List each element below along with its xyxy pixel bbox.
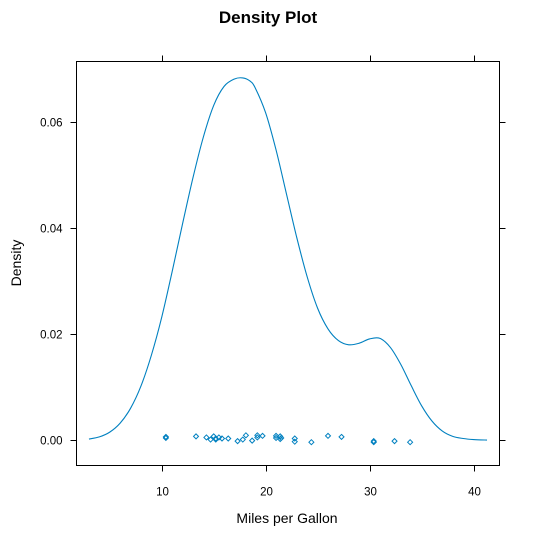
x-axis-label: Miles per Gallon [236,510,337,526]
tick-labels: 10 20 30 40 0.00 0.02 0.04 0.06 [40,118,481,499]
rug-point [207,436,214,443]
rug-point [406,438,414,446]
x-tick-label: 20 [260,487,273,499]
y-tick-label: 0.04 [40,224,63,236]
y-tick-label: 0.00 [40,436,62,448]
rug-point [370,438,377,446]
tick-marks [70,55,506,472]
rug-point [370,437,377,445]
rug-point [259,432,266,440]
rug-point [162,433,170,441]
x-tick-label: 30 [364,487,377,499]
x-tick-label: 40 [468,487,481,499]
rug-point [192,433,200,440]
rug-point [291,438,298,445]
rug-point [291,435,298,442]
rug-point [254,432,261,439]
y-tick-label: 0.06 [40,118,62,130]
rug-point [324,432,332,440]
rug-point [242,432,250,439]
rug-point [218,435,226,442]
rug-point [203,434,210,441]
rug-points [162,432,414,446]
rug-point [308,438,315,446]
y-axis-label: Density [8,240,24,287]
rug-point [215,434,223,441]
rug-point [234,437,241,445]
rug-point [391,437,398,445]
rug-point [272,432,280,440]
rug-point [225,435,232,442]
rug-point [248,437,256,444]
y-tick-label: 0.02 [40,330,62,342]
rug-point [278,434,285,442]
chart-title: Density Plot [219,8,318,27]
rug-point [338,433,345,441]
rug-point [212,435,219,442]
density-curve [88,77,488,441]
plot-frame [76,61,500,466]
x-tick-label: 10 [156,487,169,499]
rug-point [239,436,246,443]
